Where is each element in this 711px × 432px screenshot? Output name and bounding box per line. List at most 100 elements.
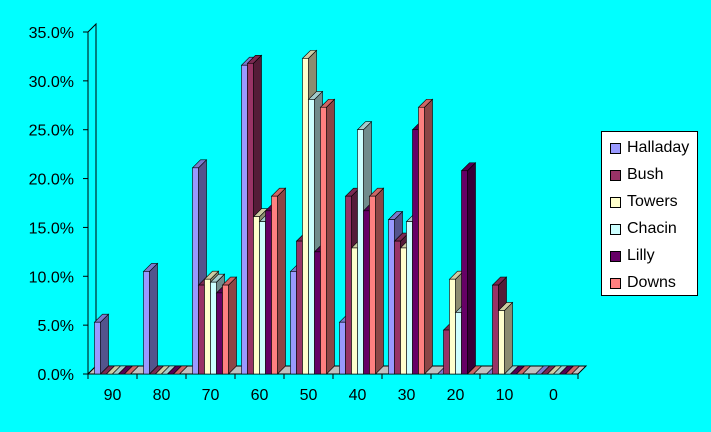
legend-swatch [610, 196, 621, 208]
bar-front [302, 58, 309, 375]
bar [221, 276, 238, 375]
bar-front [253, 216, 260, 375]
legend-item: Lilly [610, 246, 655, 266]
bar-side [228, 276, 237, 375]
x-tick-label: 80 [153, 387, 171, 404]
bar-front [498, 310, 505, 375]
bar-side [100, 313, 109, 375]
bar-front [241, 64, 248, 375]
x-tick-label: 60 [251, 387, 269, 404]
y-tick-label: 10.0% [29, 269, 74, 286]
legend-swatch [610, 277, 621, 289]
y-tick-label: 0.0% [38, 367, 74, 384]
bar-front [198, 284, 205, 375]
bar-front [400, 247, 407, 375]
bar-front [222, 284, 229, 375]
y-tick-label: 35.0% [29, 25, 74, 42]
legend-label: Downs [627, 274, 676, 291]
legend-label: Chacin [627, 220, 677, 237]
legend-swatch [610, 250, 621, 262]
bar-front [351, 247, 358, 375]
x-tick-label: 70 [202, 387, 220, 404]
bar [270, 187, 287, 375]
bar-front [443, 329, 450, 375]
y-tick-label: 25.0% [29, 123, 74, 140]
legend-item: Bush [610, 165, 663, 185]
bar [123, 365, 140, 375]
bar-side [467, 162, 476, 375]
bar-front [455, 312, 462, 375]
bar-front [394, 240, 401, 375]
legend-swatch [610, 142, 621, 154]
bar-front [290, 271, 297, 375]
x-axis: 90 80 70 60 50 40 30 20 10 0 [87, 373, 579, 404]
x-tick-label: 40 [349, 387, 367, 404]
bar-side [424, 98, 433, 375]
legend-label: Towers [627, 193, 678, 210]
bar-front [369, 195, 376, 375]
bar-front [406, 221, 413, 375]
bar-front [388, 219, 395, 375]
x-tick-label: 20 [447, 387, 465, 404]
bar-front [259, 221, 266, 375]
bar-front [143, 271, 150, 375]
bar-front [308, 99, 315, 375]
bar [93, 313, 110, 375]
bar-front [357, 129, 364, 375]
x-tick-label: 0 [549, 387, 558, 404]
bar-front [418, 106, 425, 375]
bar-front [265, 210, 272, 375]
bar [368, 187, 385, 375]
bar-top [466, 365, 483, 375]
x-tick-label: 90 [104, 387, 122, 404]
bar-front [296, 240, 303, 375]
bar-top [123, 365, 140, 375]
bar-front [412, 129, 419, 375]
legend-item: Chacin [610, 219, 677, 239]
bar [466, 365, 483, 375]
bar-front [363, 210, 370, 375]
bar [460, 162, 477, 375]
bar-front [204, 278, 211, 375]
legend-label: Bush [627, 166, 664, 183]
bar [564, 365, 581, 375]
bar-top [172, 365, 189, 375]
bar-front [314, 251, 321, 375]
legend-item: Towers [610, 192, 678, 212]
bar-front [247, 62, 254, 375]
bar-top [515, 365, 532, 375]
legend-item: Downs [610, 273, 676, 293]
legend-item: Halladay [610, 138, 689, 158]
legend-swatch [610, 223, 621, 235]
bar-side [149, 262, 158, 375]
bar-front [492, 284, 499, 375]
bars [93, 49, 581, 375]
bar-front [320, 106, 327, 375]
bar-front [216, 292, 223, 375]
y-axis: 0.0% 5.0% 10.0% 15.0% 20.0% 25.0% 30.0% 35.0% [29, 25, 89, 384]
legend-label: Lilly [627, 247, 655, 264]
bar [515, 365, 532, 375]
bar [172, 365, 189, 375]
bar-side [375, 187, 384, 375]
y-tick-label: 5.0% [38, 318, 74, 335]
y-tick-label: 15.0% [29, 220, 74, 237]
bar [417, 98, 434, 375]
bar-front [210, 281, 217, 375]
y-tick-label: 20.0% [29, 172, 74, 189]
bar-front [94, 321, 101, 375]
bar-side [326, 98, 335, 375]
y-tick-label: 30.0% [29, 74, 74, 91]
bar-front [192, 167, 199, 375]
x-tick-label: 30 [398, 387, 416, 404]
bar [497, 301, 514, 375]
bar-front [339, 321, 346, 375]
legend-label: Halladay [627, 139, 690, 156]
bar-front [449, 278, 456, 375]
bar [142, 262, 159, 375]
bar-front [345, 195, 352, 375]
bar-front [461, 170, 468, 375]
legend: Halladay Bush Towers Chacin Lilly Downs [601, 131, 698, 296]
bar [319, 98, 336, 375]
